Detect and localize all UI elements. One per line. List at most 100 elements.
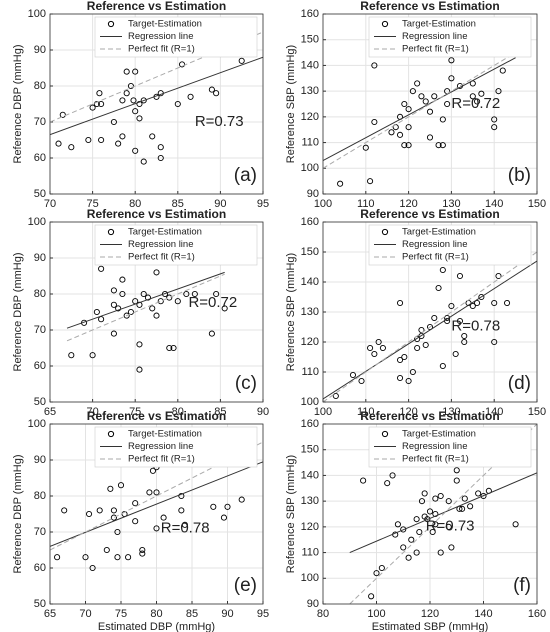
y-tick-label: 50 bbox=[34, 396, 46, 408]
point bbox=[416, 528, 423, 536]
point bbox=[139, 546, 146, 554]
regression-line bbox=[349, 472, 537, 554]
point bbox=[474, 299, 481, 307]
point bbox=[408, 536, 415, 543]
point bbox=[375, 338, 382, 346]
legend-label: Regression line bbox=[128, 441, 193, 452]
x-tick-label: 130 bbox=[442, 406, 460, 418]
y-tick-label: 160 bbox=[301, 418, 319, 430]
plot bbox=[323, 26, 516, 187]
point bbox=[461, 338, 468, 346]
point bbox=[491, 338, 498, 346]
chart-title: Reference vs Estimation bbox=[87, 409, 226, 423]
point bbox=[445, 498, 452, 505]
point bbox=[136, 115, 143, 122]
panel-label: (f) bbox=[513, 575, 531, 596]
point bbox=[157, 144, 164, 151]
regression-line bbox=[50, 56, 263, 136]
x-tick-label: 140 bbox=[485, 198, 503, 210]
point bbox=[444, 314, 451, 322]
x-tick-label: 130 bbox=[442, 198, 460, 210]
legend-label: Regression line bbox=[128, 239, 193, 250]
x-tick-label: 95 bbox=[257, 198, 269, 210]
point bbox=[418, 93, 425, 100]
y-tick-label: 80 bbox=[34, 80, 46, 92]
point bbox=[166, 294, 173, 301]
point bbox=[132, 68, 139, 75]
point bbox=[98, 100, 105, 108]
point bbox=[140, 97, 147, 104]
point bbox=[495, 88, 502, 95]
plot bbox=[323, 224, 537, 402]
point bbox=[503, 299, 511, 307]
y-axis-label: Reference DBP (mmHg) bbox=[12, 253, 24, 372]
x-tick-label: 140 bbox=[474, 608, 492, 620]
point bbox=[220, 514, 227, 521]
point bbox=[371, 118, 378, 126]
point bbox=[453, 477, 460, 484]
point bbox=[499, 67, 506, 74]
x-tick-label: 80 bbox=[317, 608, 329, 620]
x-tick-label: 85 bbox=[186, 608, 198, 620]
point bbox=[448, 302, 455, 310]
x-tick-label: 150 bbox=[528, 198, 546, 210]
point bbox=[396, 131, 404, 138]
point bbox=[448, 75, 455, 82]
y-tick-label: 140 bbox=[301, 276, 319, 288]
legend-label: Regression line bbox=[402, 239, 467, 250]
point bbox=[89, 104, 96, 111]
x-tick-label: 80 bbox=[129, 198, 141, 210]
annotation: R=0.72 bbox=[188, 294, 237, 311]
point bbox=[68, 144, 75, 151]
point bbox=[149, 133, 156, 140]
point bbox=[213, 90, 220, 97]
x-tick-label: 65 bbox=[44, 406, 56, 418]
point bbox=[123, 312, 130, 319]
point bbox=[373, 570, 380, 577]
point bbox=[405, 124, 412, 131]
point bbox=[114, 554, 121, 561]
point bbox=[362, 144, 369, 151]
point bbox=[431, 93, 438, 100]
point bbox=[132, 147, 139, 154]
point bbox=[337, 180, 344, 187]
y-tick-label: 110 bbox=[301, 546, 319, 558]
point bbox=[474, 98, 481, 105]
legend-label: Target-Estimation bbox=[402, 429, 476, 440]
point bbox=[461, 495, 468, 502]
point bbox=[149, 305, 156, 312]
y-tick-label: 100 bbox=[301, 396, 319, 408]
y-tick-label: 60 bbox=[34, 562, 46, 574]
point bbox=[224, 503, 231, 510]
point bbox=[132, 500, 139, 507]
y-axis-label: Reference SBP (mmHg) bbox=[285, 455, 297, 573]
x-tick-label: 70 bbox=[44, 198, 56, 210]
y-tick-label: 50 bbox=[34, 598, 46, 610]
y-axis-label: Reference DBP (mmHg) bbox=[12, 455, 24, 574]
y-tick-label: 50 bbox=[34, 188, 46, 200]
point bbox=[153, 269, 160, 276]
y-tick-label: 90 bbox=[307, 598, 319, 610]
y-tick-label: 100 bbox=[28, 418, 46, 430]
point bbox=[448, 57, 455, 64]
x-tick-label: 90 bbox=[257, 406, 269, 418]
chart-title: Reference vs Estimation bbox=[360, 409, 499, 423]
panel-label: (e) bbox=[234, 575, 257, 596]
point bbox=[367, 344, 374, 352]
point bbox=[414, 344, 421, 352]
point bbox=[456, 317, 464, 325]
point bbox=[59, 111, 66, 118]
chart-title: Reference vs Estimation bbox=[360, 207, 499, 221]
point bbox=[401, 142, 408, 149]
x-tick-label: 150 bbox=[528, 406, 546, 418]
point bbox=[174, 100, 181, 108]
legend-box bbox=[368, 224, 532, 266]
point bbox=[208, 330, 215, 337]
point bbox=[208, 86, 215, 93]
y-tick-label: 130 bbox=[301, 306, 319, 318]
y-tick-label: 80 bbox=[34, 490, 46, 502]
point bbox=[405, 106, 412, 113]
point bbox=[426, 508, 434, 515]
